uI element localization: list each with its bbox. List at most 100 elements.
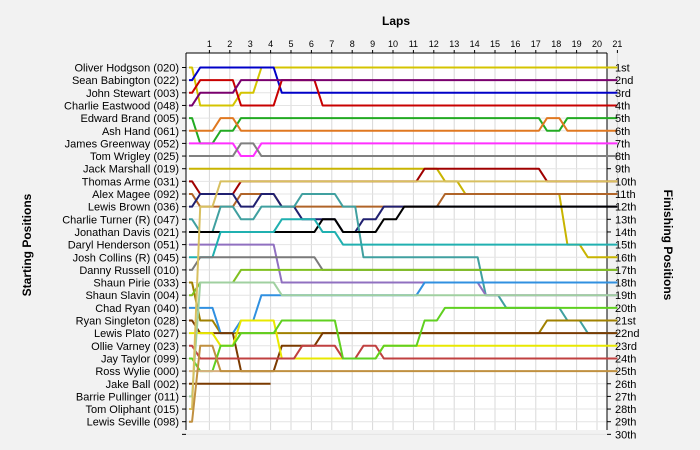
- y-axis-label-left: Starting Positions: [20, 193, 34, 296]
- finish-position-label: 25th: [615, 366, 636, 378]
- finish-position-label: 9th: [615, 164, 630, 176]
- finish-position-label: 20th: [615, 303, 636, 315]
- finish-position-label: 11th: [615, 189, 636, 201]
- lap-tick-label: 7: [329, 39, 334, 49]
- finish-position-label: 2nd: [615, 75, 633, 87]
- finish-position-label: 7th: [615, 138, 630, 150]
- driver-label: Shaun Slavin (004): [85, 290, 179, 302]
- lap-tick-label: 14: [470, 39, 480, 49]
- lap-tick-label: 1: [207, 39, 212, 49]
- chart-title: Laps: [382, 14, 410, 28]
- series-line: [189, 142, 618, 158]
- driver-label: Daryl Henderson (051): [68, 240, 179, 252]
- y-axis-label-right: Finishing Positions: [661, 190, 675, 301]
- driver-label: Ryan Singleton (028): [76, 316, 179, 328]
- lap-tick-label: 16: [510, 39, 520, 49]
- finish-position-label: 21st: [615, 316, 636, 328]
- driver-label: Charlie Eastwood (048): [64, 100, 179, 112]
- lap-tick-label: 15: [490, 39, 500, 49]
- driver-label: John Stewart (003): [86, 88, 179, 100]
- driver-label: Chad Ryan (040): [95, 303, 179, 315]
- lap-tick-label: 11: [409, 39, 418, 49]
- finish-position-label: 12th: [615, 202, 636, 214]
- lap-tick-label: 9: [370, 39, 375, 49]
- finish-position-label: 13th: [615, 214, 636, 226]
- series-line: [189, 344, 618, 423]
- series-line: [189, 79, 618, 107]
- series-line: [189, 79, 618, 107]
- lap-tick-label: 13: [449, 39, 459, 49]
- lap-tick-label: 4: [268, 39, 273, 49]
- series-line: [189, 268, 618, 297]
- finish-position-label: 1st: [615, 63, 630, 75]
- lap-tick-label: 19: [572, 39, 582, 49]
- finish-position-label: 10th: [615, 176, 636, 188]
- driver-label: Charlie Turner (R) (047): [62, 214, 179, 226]
- lap-tick-label: 8: [350, 39, 355, 49]
- lap-tick-label: 3: [248, 39, 253, 49]
- driver-label: Barrie Pullinger (011): [76, 391, 179, 403]
- driver-label: Lewis Seville (098): [87, 417, 179, 429]
- driver-label: Shaun Pirie (033): [93, 278, 179, 290]
- driver-label: Ash Hand (061): [102, 126, 179, 138]
- series-line: [189, 117, 618, 132]
- driver-label: Ross Wylie (000): [95, 366, 179, 378]
- finish-position-label: 24th: [615, 353, 636, 365]
- driver-label: Alex Magee (092): [92, 189, 179, 201]
- finish-position-label: 19th: [615, 290, 636, 302]
- finish-position-label: 28th: [615, 404, 636, 416]
- finish-position-label: 5th: [615, 113, 630, 125]
- lap-tick-label: 12: [429, 39, 439, 49]
- finish-position-label: 22nd: [615, 328, 639, 340]
- driver-label: Tom Wrigley (025): [90, 151, 179, 163]
- finish-position-label: 14th: [615, 227, 636, 239]
- lap-tick-label: 17: [531, 39, 541, 49]
- lap-tick-label: 2: [227, 39, 232, 49]
- driver-label: Tom Oliphant (015): [85, 404, 179, 416]
- plot-area: [186, 53, 607, 430]
- finish-position-label: 15th: [615, 240, 636, 252]
- finish-position-label: 29th: [615, 417, 636, 429]
- finish-position-label: 6th: [615, 126, 630, 138]
- series-line: [189, 306, 618, 373]
- driver-label: Danny Russell (010): [79, 265, 179, 277]
- finish-position-label: 23rd: [615, 341, 637, 353]
- series-line: [189, 66, 618, 94]
- finish-position-label: 3rd: [615, 88, 631, 100]
- finish-labels: 1st2nd3rd4th5th6th7th8th9th10th11th12th1…: [615, 63, 639, 442]
- series-lines: [189, 66, 618, 423]
- lap-tick-label: 21: [612, 39, 622, 49]
- driver-label: Josh Collins (R) (045): [73, 252, 179, 264]
- driver-label: Sean Babington (022): [72, 75, 179, 87]
- series-line: [189, 218, 618, 259]
- finish-position-label: 4th: [615, 100, 630, 112]
- driver-label: Jack Marshall (019): [83, 164, 179, 176]
- finish-position-label: 27th: [615, 391, 636, 403]
- finish-position-label: 8th: [615, 151, 630, 163]
- driver-label: Jake Ball (002): [106, 379, 179, 391]
- series-line: [189, 180, 618, 411]
- driver-label: Edward Brand (005): [81, 113, 179, 125]
- driver-label: Jay Taylor (099): [101, 353, 179, 365]
- driver-label: Thomas Arme (031): [82, 176, 179, 188]
- lap-tick-label: 10: [388, 39, 398, 49]
- series-line: [189, 344, 618, 360]
- finish-position-label: 30th: [615, 429, 636, 441]
- driver-label: Ollie Varney (023): [91, 341, 179, 353]
- driver-label: Lewis Plato (027): [94, 328, 179, 340]
- finish-position-label: 16th: [615, 252, 636, 264]
- driver-label: Oliver Hodgson (020): [74, 63, 179, 75]
- series-line: [189, 281, 618, 398]
- lap-tick-label: 5: [288, 39, 293, 49]
- lap-tick-label: 18: [551, 39, 561, 49]
- finish-position-label: 18th: [615, 278, 636, 290]
- lap-tick-label: 20: [592, 39, 602, 49]
- driver-label: Lewis Brown (036): [88, 202, 179, 214]
- driver-label: James Greenway (052): [65, 138, 179, 150]
- lap-tick-labels: 1 2 3 4 5 6 7 8 9 10 11 12 13 14 15 16 17 18 19 20 21: [207, 39, 622, 53]
- finish-position-label: 26th: [615, 379, 636, 391]
- lap-tick-label: 6: [309, 39, 314, 49]
- finish-position-label: 17th: [615, 265, 636, 277]
- driver-label: Jonathan Davis (021): [74, 227, 179, 239]
